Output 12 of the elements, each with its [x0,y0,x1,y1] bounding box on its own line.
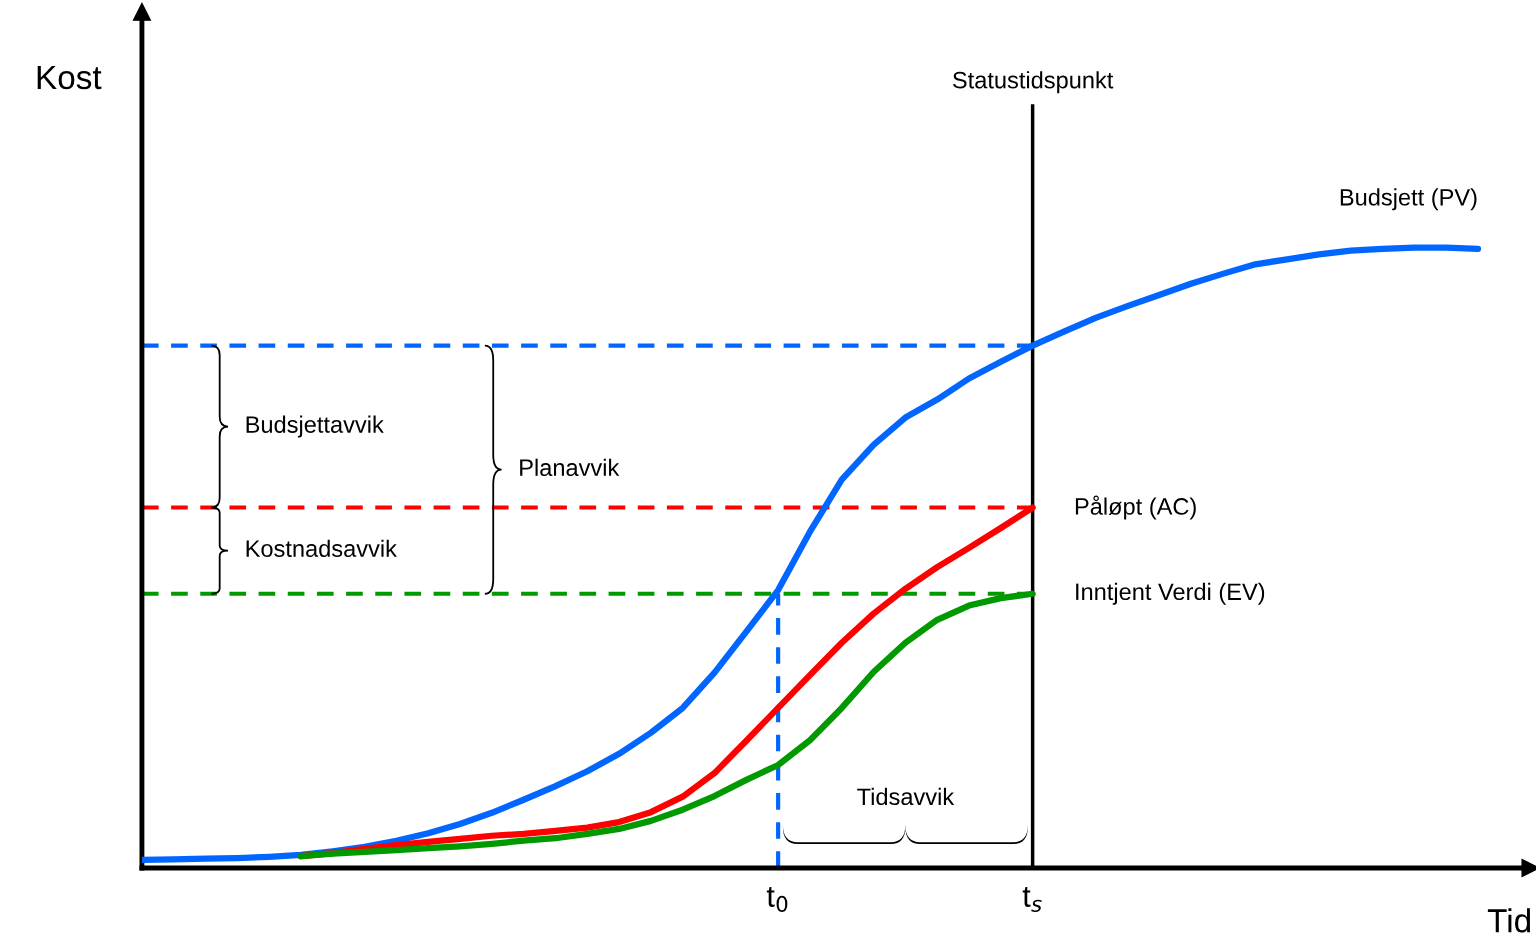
annotation: Budsjettavvik [246,415,384,438]
annotation: Tidsavvik [857,787,955,806]
annotation: Kostnadsavvik [246,539,397,557]
ref-line-label: Statustidspunkt [952,71,1114,94]
x-tick-label: t$_{0}$ [766,886,788,913]
series-label: Inntjent Verdi (EV) [1076,582,1265,605]
y-axis-title: Kost [37,65,102,90]
annotation: Planavvik [520,458,620,477]
x-axis-title: Tid [1487,908,1531,933]
x-tick-label: t$_{s}$ [1022,886,1042,913]
series-label: Budsjett (PV) [1340,188,1477,211]
series-label: Påløpt (AC) [1075,495,1196,520]
